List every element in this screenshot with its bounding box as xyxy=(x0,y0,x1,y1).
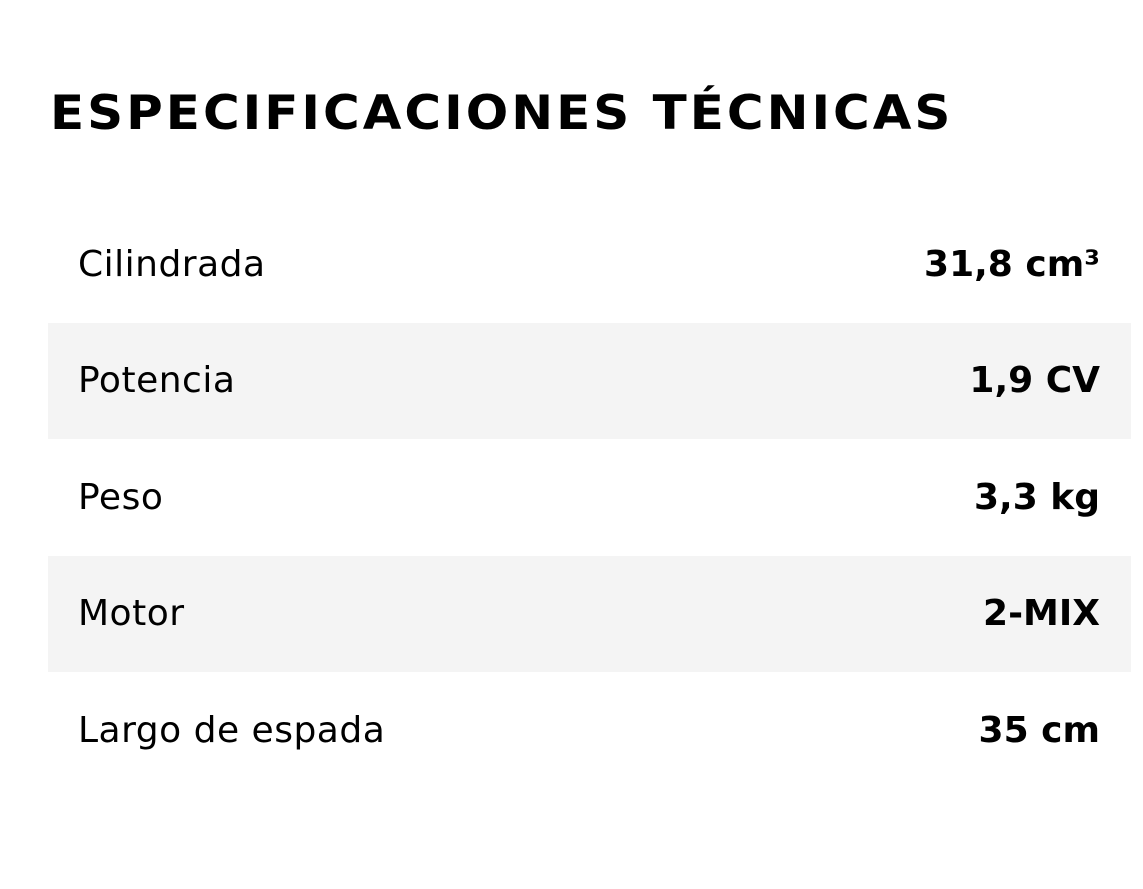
spec-label: Cilindrada xyxy=(78,243,266,285)
section-title: ESPECIFICACIONES TÉCNICAS xyxy=(50,85,954,141)
spec-value: 1,9 CV xyxy=(969,360,1100,402)
spec-row: Largo de espada 35 cm xyxy=(48,672,1131,789)
spec-label: Motor xyxy=(78,593,185,635)
spec-row: Cilindrada 31,8 cm³ xyxy=(48,206,1131,323)
spec-value: 31,8 cm³ xyxy=(924,243,1100,285)
spec-table: Cilindrada 31,8 cm³ Potencia 1,9 CV Peso 3,3 … xyxy=(48,206,1131,789)
spec-value: 2-MIX xyxy=(983,593,1100,635)
spec-label: Peso xyxy=(78,476,164,518)
spec-label: Largo de espada xyxy=(78,709,386,751)
spec-row: Potencia 1,9 CV xyxy=(48,322,1131,439)
spec-row: Peso 3,3 kg xyxy=(48,439,1131,556)
spec-value: 35 cm xyxy=(978,709,1100,751)
spec-value: 3,3 kg xyxy=(973,476,1100,518)
spec-row: Motor 2-MIX xyxy=(48,555,1131,672)
spec-label: Potencia xyxy=(78,360,236,402)
